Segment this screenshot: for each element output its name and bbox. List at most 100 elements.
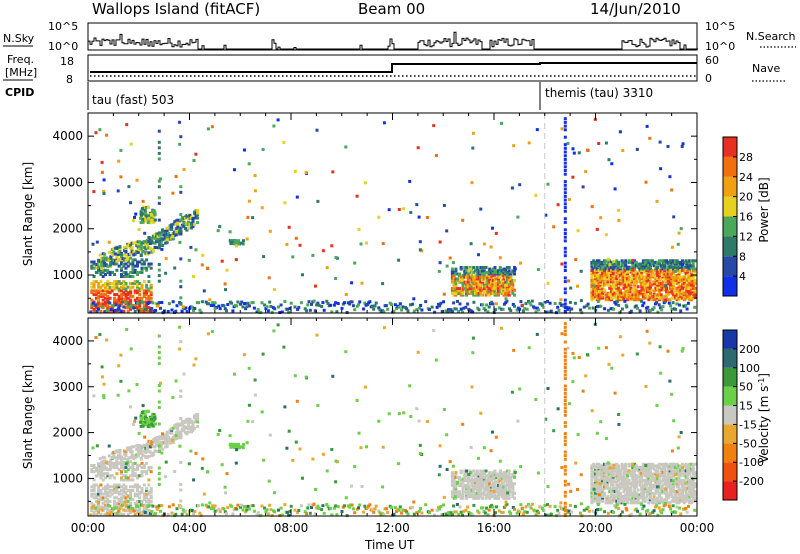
velocity-cell xyxy=(668,462,672,466)
velocity-cell xyxy=(450,479,454,483)
velocity-cell xyxy=(606,480,610,484)
power-cell xyxy=(650,283,654,287)
power-cell xyxy=(417,306,421,310)
velocity-cell xyxy=(122,490,126,494)
power-cell xyxy=(602,269,606,272)
velocity-cell xyxy=(686,464,690,468)
velocity-cell xyxy=(264,510,268,514)
power-cell xyxy=(508,307,511,311)
velocity-cell xyxy=(670,488,674,492)
power-cell xyxy=(581,185,585,189)
power-cell xyxy=(502,287,506,291)
power-cell xyxy=(475,270,479,274)
velocity-cell xyxy=(673,490,677,494)
power-cell xyxy=(170,227,174,231)
velocity-cell xyxy=(118,507,122,511)
power-cell xyxy=(656,282,660,285)
power-cell xyxy=(133,268,137,272)
velocity-cell xyxy=(606,482,610,486)
power-cell xyxy=(149,291,153,295)
velocity-cell xyxy=(255,513,259,517)
velocity-cell xyxy=(691,493,695,497)
power-cell xyxy=(673,278,677,282)
power-cell xyxy=(122,280,126,284)
velocity-cell xyxy=(479,483,483,487)
power-cell xyxy=(654,265,658,269)
velocity-cell xyxy=(647,474,651,478)
power-cell xyxy=(563,235,567,239)
power-cell xyxy=(381,282,385,286)
power-cell xyxy=(465,266,469,269)
velocity-cell xyxy=(643,485,647,489)
power-cell xyxy=(106,287,110,291)
velocity-cell xyxy=(615,501,619,505)
power-cell xyxy=(475,277,479,281)
power-cell xyxy=(179,229,183,233)
power-cell xyxy=(586,148,589,152)
power-cell xyxy=(620,260,624,264)
power-cell xyxy=(640,262,644,266)
velocity-cell xyxy=(507,488,511,492)
power-cell xyxy=(138,298,142,302)
velocity-cell xyxy=(507,479,511,483)
power-cell xyxy=(151,234,155,238)
velocity-cell xyxy=(472,480,476,484)
power-cell xyxy=(515,308,519,312)
power-cell xyxy=(479,288,483,292)
power-cell xyxy=(466,277,470,281)
velocity-cell xyxy=(269,508,273,512)
power-cell xyxy=(470,291,474,295)
power-cell xyxy=(145,291,149,295)
velocity-cell xyxy=(615,483,619,487)
velocity-cell xyxy=(475,471,479,475)
velocity-cell xyxy=(681,494,684,498)
power-cell xyxy=(317,303,321,307)
power-cell xyxy=(196,209,200,212)
power-cell xyxy=(474,293,477,297)
power-cell xyxy=(315,128,319,132)
power-cell xyxy=(126,285,130,289)
power-cell xyxy=(481,288,485,292)
power-cell xyxy=(659,282,663,285)
power-cell xyxy=(636,262,640,266)
velocity-cell xyxy=(661,467,665,471)
velocity-cell xyxy=(617,496,621,500)
power-cell xyxy=(654,282,658,285)
velocity-cell xyxy=(180,512,184,516)
velocity-cell xyxy=(117,509,121,513)
velocity-cell xyxy=(610,466,613,469)
velocity-cell xyxy=(474,483,477,487)
velocity-cell xyxy=(126,478,130,482)
power-cell xyxy=(622,270,626,274)
velocity-cell xyxy=(611,483,615,487)
power-cell xyxy=(124,250,128,253)
power-cell xyxy=(689,288,693,292)
velocity-cell xyxy=(668,472,672,476)
velocity-cell xyxy=(99,483,103,487)
velocity-cell xyxy=(691,482,695,486)
velocity-cell xyxy=(122,508,126,512)
power-cell xyxy=(507,272,511,276)
velocity-cell xyxy=(668,490,672,494)
power-cell xyxy=(659,296,663,300)
power-cell xyxy=(140,258,144,262)
power-cell xyxy=(486,282,490,286)
power-cell xyxy=(647,278,651,282)
velocity-cell xyxy=(597,472,601,476)
power-cell xyxy=(563,143,567,147)
power-cell xyxy=(100,160,104,164)
velocity-cell xyxy=(659,474,663,478)
velocity-cell xyxy=(120,464,123,467)
velocity-cell xyxy=(161,447,165,451)
power-cell xyxy=(563,280,567,284)
velocity-cell xyxy=(149,490,153,494)
velocity-cell xyxy=(592,490,596,494)
velocity-cell xyxy=(151,438,155,442)
power-cell xyxy=(590,296,594,300)
velocity-cell xyxy=(649,478,652,482)
velocity-cell xyxy=(638,480,642,484)
velocity-cell xyxy=(110,512,114,516)
power-cell xyxy=(110,248,114,252)
cpid-program-1: tau (fast) 503 xyxy=(92,93,174,107)
velocity-cell xyxy=(610,488,613,492)
